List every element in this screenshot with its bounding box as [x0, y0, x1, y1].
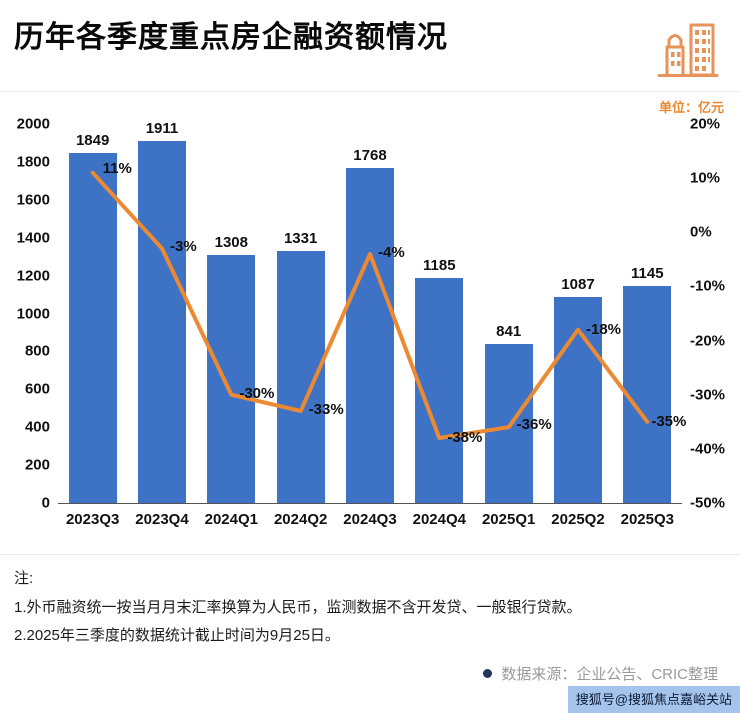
- watermark: 搜狐号@搜狐焦点嘉峪关站: [567, 686, 740, 713]
- bar-value-label: 1185: [423, 257, 456, 275]
- left-axis-tick: 0: [41, 494, 50, 512]
- right-axis-tick: -40%: [690, 440, 726, 458]
- buildings-icon: [648, 12, 724, 93]
- x-axis-label: 2024Q4: [412, 511, 467, 528]
- header: 历年各季度重点房企融资额情况: [0, 0, 740, 92]
- right-axis-tick: -10%: [690, 277, 726, 295]
- line-point-label: 11%: [102, 159, 132, 177]
- source-bullet-icon: [483, 668, 493, 678]
- bar-value-label: 841: [496, 322, 522, 340]
- bar-value-label: 1145: [631, 265, 664, 283]
- x-axis-label: 2024Q3: [343, 511, 397, 528]
- left-axis-tick: 1000: [16, 305, 50, 322]
- line-point-label: -30%: [239, 384, 275, 402]
- notes-heading: 注:: [14, 570, 34, 587]
- source-text: 数据来源：企业公告、CRIC整理: [501, 665, 718, 683]
- right-axis-tick: -20%: [690, 332, 726, 350]
- page-title: 历年各季度重点房企融资额情况: [14, 21, 448, 54]
- left-axis-tick: 2000: [16, 115, 50, 133]
- left-axis-tick: 400: [24, 418, 50, 436]
- left-axis-tick: 1600: [16, 191, 50, 209]
- unit-label: 单位：亿元: [658, 100, 724, 115]
- x-axis-label: 2023Q3: [65, 511, 120, 528]
- bar-2024Q3: [346, 167, 394, 503]
- left-y-axis: 2000 1800 1600 1400 1200 1000 800 600 400 200 0: [0, 116, 58, 512]
- note-line-1: 1.外币融资统一按当月月末汇率换算为人民币，监测数据不含开发贷、一般银行贷款。: [14, 598, 582, 616]
- right-axis-tick: -30%: [690, 386, 726, 404]
- x-axis: 2023Q3 2023Q4 2024Q1 2024Q2 2024Q3 2024Q4 2025…: [58, 511, 682, 535]
- right-axis-tick: 10%: [690, 169, 721, 187]
- bar-value-label: 1768: [353, 146, 387, 164]
- plot-area: 1849 1911 1308 1331 1768 1185 841 1087 1145 11% -3…: [58, 120, 686, 504]
- right-axis-tick: 0%: [690, 223, 712, 241]
- left-axis-tick: 200: [24, 456, 50, 474]
- line-point-label: -33%: [308, 400, 344, 418]
- right-axis-tick: 20%: [690, 115, 721, 133]
- right-y-axis: 20% 10% 0% -10% -20% -30% -40% -50%: [682, 116, 740, 512]
- line-point-label: -18%: [586, 320, 622, 338]
- bar-value-label: 1331: [283, 229, 318, 247]
- bar-value-label: 1308: [214, 234, 248, 252]
- bar-value-label: 1911: [145, 119, 179, 137]
- chart: 2000 1800 1600 1400 1200 1000 800 600 400 200 0 18…: [0, 116, 740, 538]
- line-point-label: -4%: [378, 243, 405, 261]
- bar-2023Q4: [138, 140, 186, 503]
- left-axis-tick: 1200: [16, 267, 50, 285]
- bar-2023Q3: [68, 152, 117, 503]
- note-line-2: 2.2025年三季度的数据统计截止时间为9月25日。: [14, 627, 340, 644]
- left-axis-tick: 600: [24, 380, 50, 398]
- bar-value-label: 1849: [75, 131, 110, 149]
- left-axis-tick: 1400: [16, 229, 50, 247]
- left-axis-tick: 800: [24, 342, 50, 360]
- line-point-label: -38%: [447, 429, 483, 447]
- data-source: 数据来源：企业公告、CRIC整理: [0, 651, 740, 684]
- bar-2024Q2: [276, 250, 325, 503]
- line-point-label: -36%: [516, 416, 552, 434]
- notes: 注: 1.外币融资统一按当月月末汇率换算为人民币，监测数据不含开发贷、一般银行贷…: [0, 554, 740, 651]
- line-point-label: -3%: [170, 237, 197, 255]
- bar-2024Q1: [207, 255, 256, 503]
- x-axis-label: 2025Q1: [481, 511, 536, 528]
- line-point-label: -35%: [651, 412, 687, 430]
- bar-2025Q3: [623, 286, 672, 503]
- x-axis-label: 2025Q2: [551, 511, 605, 528]
- x-axis-label: 2025Q3: [620, 511, 675, 528]
- bar-value-label: 1087: [561, 276, 595, 293]
- x-axis-label: 2023Q4: [135, 511, 189, 528]
- x-axis-label: 2024Q2: [273, 511, 328, 528]
- x-axis-label: 2024Q1: [204, 511, 259, 528]
- bar-2024Q4: [415, 278, 464, 503]
- left-axis-tick: 1800: [16, 153, 50, 171]
- right-axis-tick: -50%: [690, 494, 726, 512]
